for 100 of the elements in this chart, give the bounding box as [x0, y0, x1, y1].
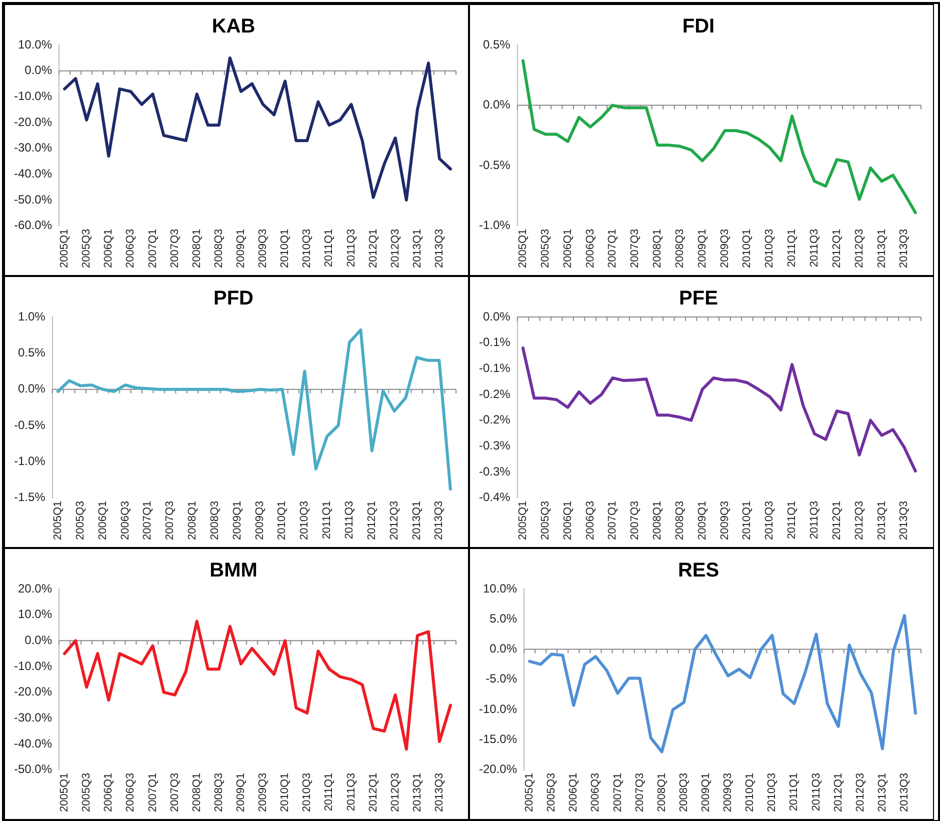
x-tick-label: 2012Q1: [830, 500, 843, 540]
y-tick-label: -0.4%: [478, 490, 511, 504]
x-tick-label: 2012Q1: [367, 228, 380, 268]
x-tick-label: 2011Q3: [810, 772, 822, 812]
x-tick-label: 2008Q1: [652, 500, 664, 540]
x-tick-label: 2013Q1: [876, 772, 888, 812]
x-tick-label: 2005Q1: [52, 500, 64, 540]
y-tick-label: 0.5%: [18, 345, 46, 360]
chart-title: RES: [678, 560, 720, 582]
x-tick-label: 2005Q1: [58, 772, 71, 812]
y-tick-label: 0.0%: [482, 309, 511, 324]
x-tick-label: 2011Q1: [323, 772, 336, 812]
x-tick-label: 2005Q3: [80, 228, 93, 268]
y-tick-label: -30.0%: [14, 140, 52, 155]
x-tick-label: 2006Q1: [568, 772, 580, 812]
y-tick-label: 10.0%: [18, 607, 52, 622]
y-tick-label: -0.3%: [478, 438, 511, 452]
x-tick-label: 2006Q1: [562, 500, 574, 540]
x-tick-label: 2011Q1: [786, 500, 798, 540]
x-tick-label: 2009Q1: [235, 228, 247, 268]
x-tick-label: 2011Q1: [788, 772, 800, 812]
x-tick-label: 2009Q1: [696, 500, 708, 540]
x-tick-label: 2010Q3: [766, 772, 778, 812]
x-tick-label: 2012Q1: [830, 228, 843, 268]
x-tick-label: 2006Q1: [102, 772, 115, 812]
y-tick-label: -20.0%: [14, 114, 52, 129]
x-tick-label: 2009Q3: [257, 228, 270, 268]
chart-title: KAB: [212, 16, 256, 38]
x-tick-label: 2005Q3: [74, 500, 86, 540]
x-tick-label: 2011Q1: [323, 228, 336, 268]
x-tick-label: 2005Q1: [516, 500, 529, 540]
y-tick-label: 20.0%: [18, 581, 52, 596]
x-tick-label: 2005Q1: [524, 772, 536, 812]
x-tick-label: 2008Q3: [208, 500, 221, 540]
x-tick-label: 2010Q3: [298, 500, 311, 540]
y-tick-label: -60.0%: [14, 218, 52, 232]
x-tick-label: 2010Q3: [764, 500, 776, 540]
x-tick-label: 2013Q1: [410, 500, 423, 540]
x-tick-label: 2013Q3: [898, 500, 910, 540]
x-tick-label: 2007Q3: [629, 500, 642, 540]
x-tick-label: 2005Q3: [539, 228, 552, 268]
x-tick-label: 2006Q1: [562, 228, 574, 268]
y-tick-label: -0.2%: [478, 412, 511, 427]
x-tick-label: 2013Q1: [411, 228, 424, 268]
x-tick-label: 2008Q3: [212, 228, 225, 268]
x-tick-label: 2007Q1: [612, 772, 624, 812]
y-tick-label: 0.0%: [490, 642, 518, 656]
x-tick-label: 2005Q1: [516, 228, 529, 268]
x-tick-label: 2013Q3: [433, 228, 446, 268]
x-tick-label: 2007Q1: [146, 228, 159, 268]
x-tick-label: 2011Q3: [345, 228, 358, 268]
x-tick-label: 2010Q1: [744, 772, 756, 812]
x-tick-label: 2009Q3: [718, 500, 731, 540]
x-tick-label: 2008Q3: [678, 772, 690, 812]
x-tick-label: 2010Q3: [301, 228, 314, 268]
x-tick-label: 2007Q3: [629, 228, 642, 268]
x-tick-label: 2007Q1: [146, 772, 159, 812]
y-tick-label: -1.5%: [14, 490, 46, 504]
x-tick-label: 2012Q1: [832, 772, 844, 812]
x-tick-label: 2012Q1: [366, 500, 378, 540]
x-tick-label: 2013Q3: [898, 228, 910, 268]
y-tick-label: 0.0%: [24, 632, 52, 647]
x-tick-label: 2011Q3: [808, 500, 821, 540]
x-tick-label: 2006Q3: [590, 772, 602, 812]
y-tick-label: -20.0%: [14, 684, 52, 699]
x-tick-label: 2005Q1: [58, 228, 71, 268]
y-tick-label: 0.0%: [18, 382, 46, 396]
chart-title: FDI: [682, 16, 715, 38]
y-tick-label: -0.5%: [14, 418, 46, 432]
x-tick-label: 2013Q1: [876, 500, 888, 540]
x-tick-label: 2008Q1: [656, 772, 668, 812]
y-tick-label: 0.0%: [24, 63, 52, 78]
x-tick-label: 2012Q3: [389, 228, 402, 268]
y-tick-label: -15.0%: [478, 732, 518, 746]
y-tick-label: -50.0%: [14, 762, 52, 776]
y-tick-label: 1.0%: [18, 309, 46, 324]
x-tick-label: 2010Q3: [301, 772, 314, 812]
x-tick-label: 2005Q3: [546, 772, 558, 812]
x-tick-label: 2013Q3: [898, 772, 910, 812]
x-tick-label: 2007Q1: [606, 228, 619, 268]
x-tick-label: 2006Q3: [584, 500, 596, 540]
x-tick-label: 2011Q3: [344, 500, 356, 540]
chart-title: BMM: [210, 560, 258, 582]
x-tick-label: 2012Q3: [853, 500, 866, 540]
y-tick-label: -1.0%: [478, 218, 511, 232]
x-tick-label: 2006Q3: [124, 228, 137, 268]
x-tick-label: 2005Q3: [539, 500, 552, 540]
x-tick-label: 2012Q3: [853, 228, 866, 268]
x-tick-label: 2010Q3: [764, 228, 776, 268]
y-tick-label: -0.1%: [478, 335, 511, 350]
x-tick-label: 2007Q3: [634, 772, 646, 812]
y-tick-label: -40.0%: [14, 166, 52, 180]
x-tick-label: 2007Q3: [164, 500, 176, 540]
x-tick-label: 2011Q3: [808, 228, 821, 268]
x-tick-label: 2008Q1: [652, 228, 664, 268]
y-tick-label: -10.0%: [478, 702, 518, 716]
y-tick-label: 0.5%: [482, 37, 511, 52]
x-tick-label: 2013Q1: [876, 228, 888, 268]
x-tick-label: 2009Q1: [235, 772, 247, 812]
x-tick-label: 2013Q1: [411, 772, 424, 812]
